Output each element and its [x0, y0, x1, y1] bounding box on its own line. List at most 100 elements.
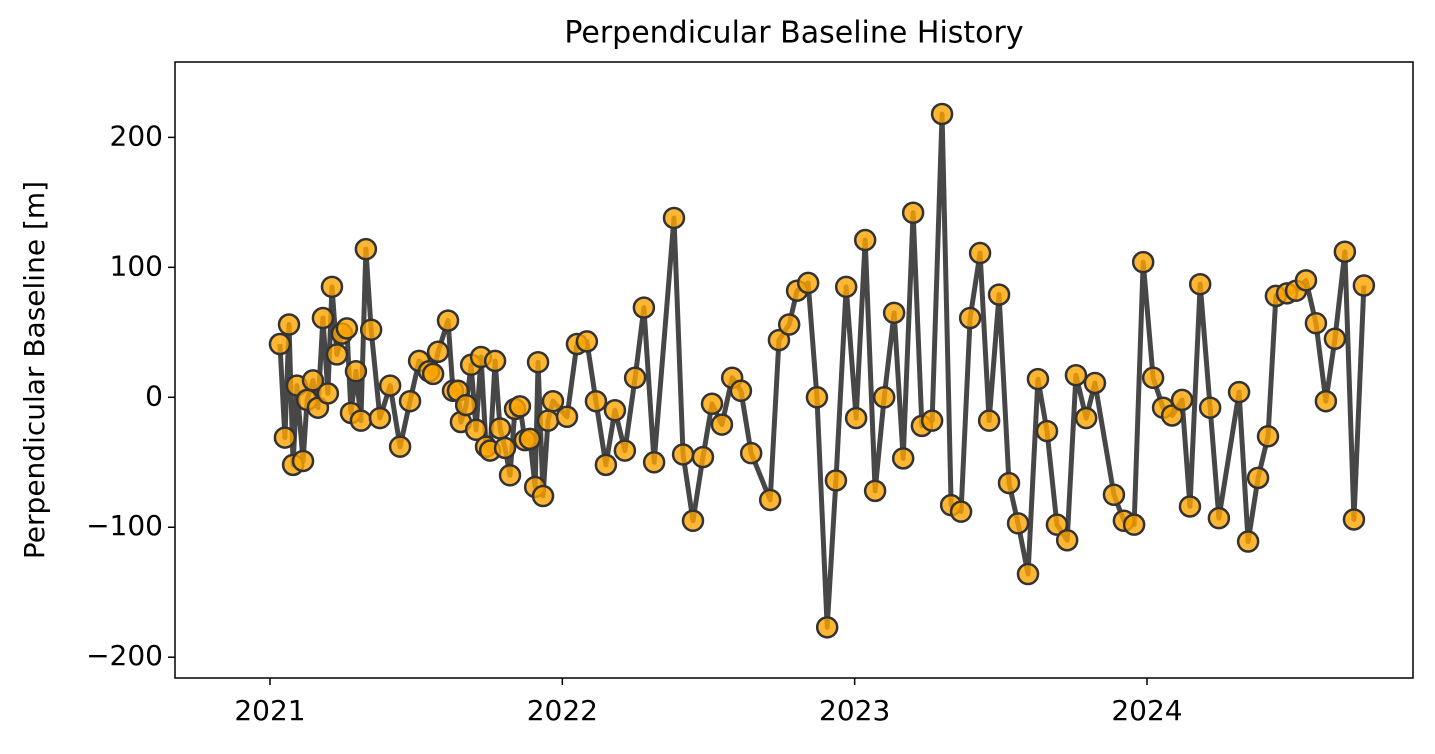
data-point: [316, 382, 340, 405]
data-point: [613, 439, 637, 462]
data-point: [1131, 250, 1155, 274]
data-point: [700, 392, 724, 416]
data-point: [642, 451, 666, 474]
data-point: [488, 417, 512, 440]
data-point: [930, 102, 954, 126]
data-point: [518, 427, 542, 451]
chart-title: Perpendicular Baseline History: [564, 16, 1023, 51]
data-point: [681, 509, 705, 533]
data-point: [277, 313, 301, 336]
data-point: [824, 469, 848, 492]
data-point: [325, 343, 349, 366]
data-point: [344, 360, 368, 383]
data-point: [834, 275, 858, 299]
data-point: [1064, 363, 1088, 387]
data-point: [1006, 512, 1030, 535]
data-point: [483, 349, 507, 373]
data-point: [1198, 396, 1222, 419]
data-point: [891, 447, 915, 470]
x-tick-label: 2023: [819, 694, 890, 727]
data-point: [882, 301, 906, 325]
data-point: [354, 237, 378, 261]
data-point: [1256, 425, 1280, 448]
data-point: [1170, 388, 1194, 412]
data-point: [603, 399, 627, 422]
data-point: [1304, 311, 1328, 335]
data-point: [758, 488, 782, 512]
data-point: [388, 435, 412, 458]
data-point: [968, 241, 992, 265]
data-point: [1236, 530, 1260, 553]
data-point: [536, 409, 560, 432]
data-point: [301, 369, 325, 392]
data-point: [623, 366, 647, 390]
data-point: [1207, 506, 1231, 530]
data-point: [844, 406, 868, 430]
data-point: [901, 201, 925, 225]
data-point: [1246, 466, 1270, 490]
data-point: [949, 500, 973, 523]
data-point: [421, 362, 445, 386]
data-point: [291, 449, 315, 473]
data-point: [1026, 367, 1050, 391]
y-tick-label: 0: [145, 379, 163, 412]
data-point: [311, 306, 335, 330]
data-point: [863, 479, 887, 503]
data-point: [671, 443, 695, 466]
data-point: [526, 350, 550, 374]
data-point: [1178, 495, 1202, 518]
data-point: [508, 395, 532, 418]
data-point: [335, 317, 359, 340]
data-point: [1141, 366, 1165, 390]
data-point: [796, 271, 820, 295]
data-point: [1083, 371, 1107, 395]
x-tick-label: 2022: [527, 694, 598, 727]
data-point: [368, 406, 392, 430]
data-point: [1352, 274, 1376, 297]
data-point: [767, 328, 791, 352]
data-point: [464, 418, 488, 442]
data-point: [584, 389, 608, 413]
data-point: [1314, 389, 1338, 413]
data-point: [632, 296, 656, 319]
data-point: [710, 413, 734, 436]
data-point: [1333, 240, 1357, 263]
plot-frame: [174, 61, 1414, 679]
data-point: [575, 330, 599, 353]
data-point: [777, 313, 801, 336]
data-point: [805, 386, 829, 409]
data-point: [853, 228, 877, 252]
data-point: [815, 616, 839, 639]
y-tick-label: −100: [86, 509, 163, 542]
data-point: [920, 409, 944, 432]
data-point: [739, 441, 763, 465]
data-point: [1227, 380, 1251, 404]
data-point: [1294, 269, 1318, 292]
data-point: [958, 306, 982, 330]
data-point: [398, 389, 422, 413]
data-point: [493, 436, 517, 460]
data-point: [691, 445, 715, 469]
data-point: [662, 206, 686, 230]
y-axis-label: Perpendicular Baseline [m]: [18, 181, 51, 559]
data-point: [1323, 327, 1347, 351]
data-point: [349, 409, 373, 432]
data-point: [729, 379, 753, 403]
data-point: [541, 389, 565, 413]
data-point: [454, 393, 478, 417]
data-point: [1055, 528, 1079, 552]
data-point: [531, 484, 555, 508]
data-point: [1102, 483, 1126, 507]
data-point: [987, 283, 1011, 306]
data-point: [436, 309, 460, 332]
data-point: [1045, 513, 1069, 536]
data-point: [997, 471, 1021, 495]
y-tick-label: 100: [110, 249, 163, 282]
data-point: [1342, 508, 1366, 531]
data-point: [977, 409, 1001, 432]
data-point: [1016, 562, 1040, 586]
data-point: [359, 318, 383, 341]
x-tick-label: 2024: [1111, 694, 1182, 727]
data-point: [872, 386, 896, 409]
